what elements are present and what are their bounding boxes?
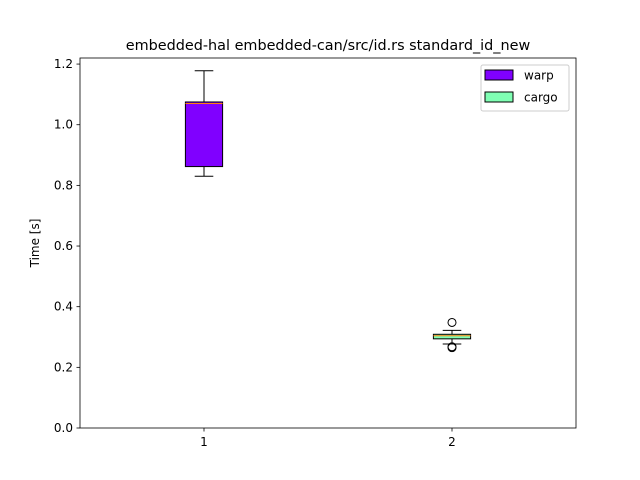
iqr-box — [432, 333, 472, 340]
legend-swatch-cargo — [484, 91, 514, 103]
iqr-box — [184, 101, 224, 168]
x-tick-label: 1 — [200, 435, 208, 449]
legend-swatch-warp — [484, 69, 514, 81]
axes-frame — [79, 57, 577, 429]
legend-label-warp: warp — [524, 69, 554, 83]
y-axis: 0.0 0.2 0.4 0.6 0.8 1.0 1.2 — [54, 57, 80, 435]
y-tick-label: 0.6 — [54, 239, 73, 253]
outlier-point — [447, 317, 457, 327]
box-cargo — [432, 317, 472, 353]
outlier-point — [447, 343, 457, 353]
plot-area — [184, 70, 472, 353]
y-tick-label: 0.2 — [54, 360, 73, 374]
legend-label-cargo: cargo — [524, 91, 558, 105]
x-tick-label: 2 — [448, 435, 456, 449]
y-tick-label: 1.2 — [54, 57, 73, 71]
chart-title: embedded-hal embedded-can/src/id.rs stan… — [126, 38, 531, 54]
y-tick-label: 0.8 — [54, 178, 73, 192]
box-warp — [184, 70, 224, 177]
y-tick-label: 0.4 — [54, 300, 73, 314]
y-tick-label: 0.0 — [54, 421, 73, 435]
y-tick-label: 1.0 — [54, 118, 73, 132]
legend: warp cargo — [480, 64, 570, 112]
y-axis-label: Time [s] — [28, 219, 42, 269]
